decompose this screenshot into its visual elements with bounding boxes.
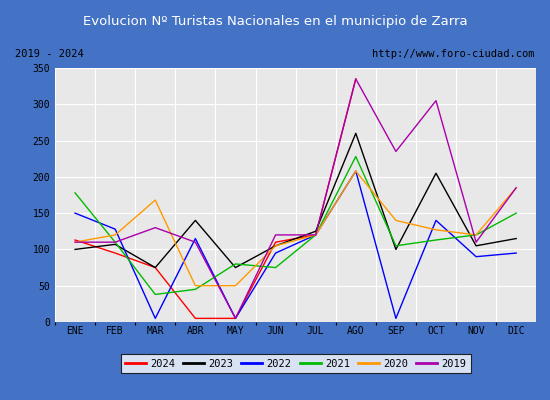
Text: http://www.foro-ciudad.com: http://www.foro-ciudad.com [372, 49, 535, 59]
Legend: 2024, 2023, 2022, 2021, 2020, 2019: 2024, 2023, 2022, 2021, 2020, 2019 [120, 354, 471, 373]
Text: 2019 - 2024: 2019 - 2024 [15, 49, 84, 59]
Text: Evolucion Nº Turistas Nacionales en el municipio de Zarra: Evolucion Nº Turistas Nacionales en el m… [82, 14, 468, 28]
